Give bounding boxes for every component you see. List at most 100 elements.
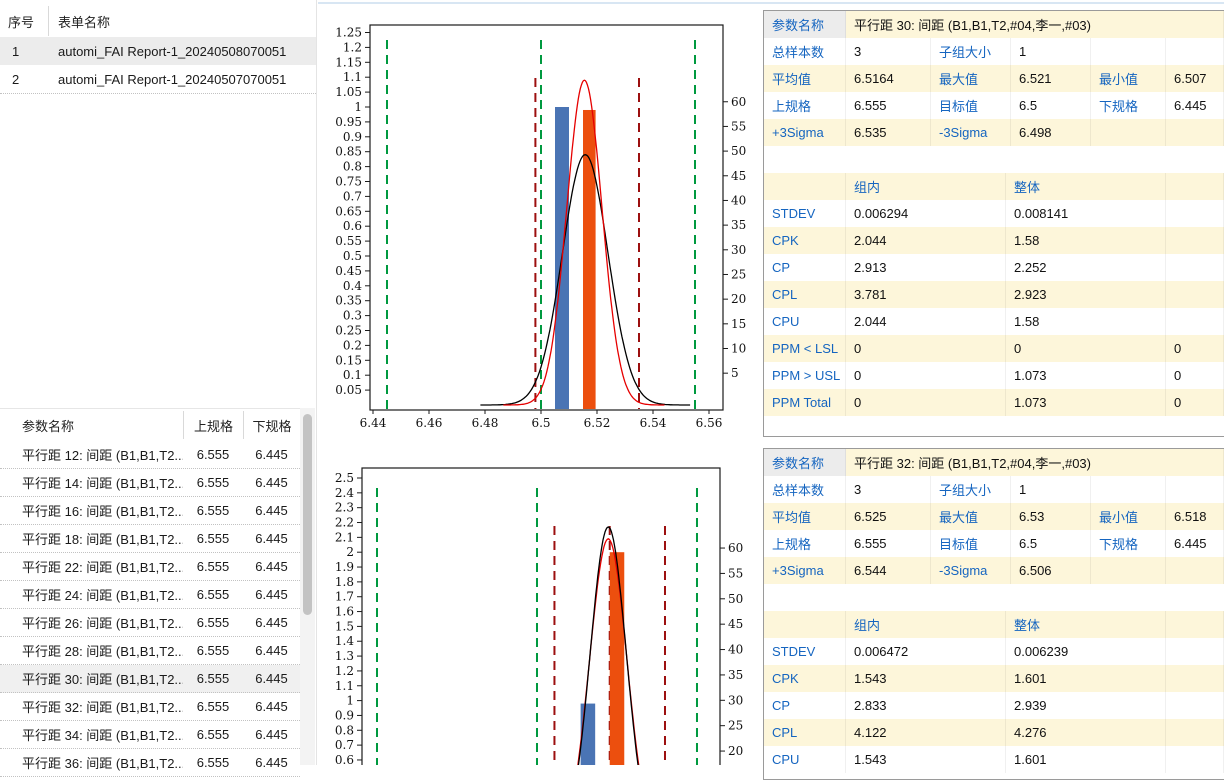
parameter-row-name: 平行距 12: 间距 (B1,B1,T2... xyxy=(22,448,183,463)
matrix-overall-value: 1.073 xyxy=(1006,362,1166,389)
panel-matrix-row: CPL 4.122 4.276 xyxy=(764,719,1224,746)
stat-value: 6.507 xyxy=(1166,65,1224,92)
svg-text:40: 40 xyxy=(728,643,743,657)
svg-text:1.3: 1.3 xyxy=(335,649,354,663)
parameter-row[interactable]: 平行距 14: 间距 (B1,B1,T2... 6.555 6.445 xyxy=(0,469,300,497)
stat-value: 6.445 xyxy=(1166,92,1224,119)
svg-text:15: 15 xyxy=(731,317,746,331)
panel-info-row: 上规格 6.555 目标值 6.5 下规格 6.445 xyxy=(764,530,1224,557)
stat-label xyxy=(1091,476,1166,503)
stat-label: 上规格 xyxy=(764,530,846,557)
matrix-within-value: 2.913 xyxy=(846,254,1006,281)
parameter-row[interactable]: 平行距 22: 间距 (B1,B1,T2... 6.555 6.445 xyxy=(0,553,300,581)
parameter-row[interactable]: 平行距 34: 间距 (B1,B1,T2... 6.555 6.445 xyxy=(0,721,300,749)
parameter-row[interactable]: 平行距 28: 间距 (B1,B1,T2... 6.555 6.445 xyxy=(0,637,300,665)
svg-text:6.54: 6.54 xyxy=(640,416,667,430)
parameter-row-lsl: 6.445 xyxy=(255,699,288,714)
parameter-row-usl: 6.555 xyxy=(196,671,230,686)
report-row[interactable]: 2 automi_FAI Report-1_20240507070051 xyxy=(0,65,316,94)
matrix-extra-value xyxy=(1166,254,1224,281)
report-row-name: automi_FAI Report-1_20240508070051 xyxy=(58,43,287,59)
svg-text:6.52: 6.52 xyxy=(584,416,611,430)
svg-text:0.55: 0.55 xyxy=(335,234,362,248)
parameter-row[interactable]: 平行距 18: 间距 (B1,B1,T2... 6.555 6.445 xyxy=(0,525,300,553)
stat-value: 6.5164 xyxy=(846,65,931,92)
stat-value: 3 xyxy=(846,476,931,503)
svg-text:60: 60 xyxy=(728,541,743,555)
parameter-row-name: 平行距 26: 间距 (B1,B1,T2... xyxy=(22,616,183,631)
matrix-within-value: 0 xyxy=(846,389,1006,416)
panel-matrix-row: CPK 2.044 1.58 xyxy=(764,227,1224,254)
stat-value: 6.521 xyxy=(1011,65,1091,92)
parameter-row[interactable]: 平行距 12: 间距 (B1,B1,T2... 6.555 6.445 xyxy=(0,441,300,469)
parameter-row-name: 平行距 22: 间距 (B1,B1,T2... xyxy=(22,560,183,575)
svg-text:0.8: 0.8 xyxy=(343,160,362,174)
matrix-row-label: CPK xyxy=(764,227,846,254)
svg-text:0.8: 0.8 xyxy=(335,723,354,737)
stat-label: 平均值 xyxy=(764,503,846,530)
parameter-row-lsl: 6.445 xyxy=(255,727,288,742)
scrollbar-track[interactable] xyxy=(300,408,315,765)
matrix-within-value: 3.781 xyxy=(846,281,1006,308)
svg-text:0.1: 0.1 xyxy=(343,368,362,382)
svg-text:2.5: 2.5 xyxy=(335,471,354,485)
panel-info-row: 平均值 6.525 最大值 6.53 最小值 6.518 xyxy=(764,503,1224,530)
parameter-row[interactable]: 平行距 24: 间距 (B1,B1,T2... 6.555 6.445 xyxy=(0,581,300,609)
matrix-overall-value: 2.939 xyxy=(1006,692,1166,719)
svg-text:0.5: 0.5 xyxy=(343,249,362,263)
svg-text:1.1: 1.1 xyxy=(335,679,354,693)
param-name-value: 平行距 30: 间距 (B1,B1,T2,#04,李一,#03) xyxy=(846,11,1224,38)
parameter-row[interactable]: 平行距 30: 间距 (B1,B1,T2... 6.555 6.445 xyxy=(0,665,300,693)
stat-value: 3 xyxy=(846,38,931,65)
stat-label: 总样本数 xyxy=(764,38,846,65)
param-name-label: 参数名称 xyxy=(764,11,846,38)
matrix-header-within: 组内 xyxy=(846,611,1006,638)
panel-matrix-row: PPM Total 0 1.073 0 xyxy=(764,389,1224,416)
parameter-row[interactable]: 平行距 26: 间距 (B1,B1,T2... 6.555 6.445 xyxy=(0,609,300,637)
parameter-row[interactable]: 平行距 32: 间距 (B1,B1,T2... 6.555 6.445 xyxy=(0,693,300,721)
svg-text:55: 55 xyxy=(731,119,746,133)
panel-info-row: 平均值 6.5164 最大值 6.521 最小值 6.507 xyxy=(764,65,1224,92)
param-col-lsl: 下规格 xyxy=(252,418,292,434)
scrollbar-thumb[interactable] xyxy=(303,414,312,615)
svg-text:1.15: 1.15 xyxy=(335,55,362,69)
stat-value xyxy=(1166,557,1224,584)
matrix-overall-value: 1.073 xyxy=(1006,389,1166,416)
matrix-header-blank xyxy=(764,173,846,200)
matrix-row-label: CPL xyxy=(764,719,846,746)
stat-value xyxy=(1166,38,1224,65)
svg-text:50: 50 xyxy=(731,144,746,158)
param-name-value: 平行距 32: 间距 (B1,B1,T2,#04,李一,#03) xyxy=(846,449,1224,476)
matrix-extra-value xyxy=(1166,719,1224,746)
parameter-row[interactable]: 平行距 36: 间距 (B1,B1,T2... 6.555 6.445 xyxy=(0,749,300,777)
matrix-within-value: 2.833 xyxy=(846,692,1006,719)
svg-text:10: 10 xyxy=(731,341,746,355)
report-row[interactable]: 1 automi_FAI Report-1_20240508070051 xyxy=(0,37,316,65)
parameter-row[interactable]: 平行距 16: 间距 (B1,B1,T2... 6.555 6.445 xyxy=(0,497,300,525)
stat-value: 6.498 xyxy=(1011,119,1091,146)
parameter-row-lsl: 6.445 xyxy=(255,643,288,658)
svg-text:1.2: 1.2 xyxy=(335,664,354,678)
parameter-row-lsl: 6.445 xyxy=(255,447,288,462)
parameter-row-usl: 6.555 xyxy=(196,727,230,742)
histogram-chart-2: 0.60.70.80.911.11.21.31.41.51.61.71.81.9… xyxy=(335,467,743,765)
stat-value: 6.445 xyxy=(1166,530,1224,557)
parameter-row-usl: 6.555 xyxy=(196,503,230,518)
parameter-row-lsl: 6.445 xyxy=(255,615,288,630)
svg-text:45: 45 xyxy=(728,617,743,631)
panel-info-row: 总样本数 3 子组大小 1 xyxy=(764,38,1224,65)
matrix-header-blank xyxy=(1166,611,1224,638)
matrix-header-within: 组内 xyxy=(846,173,1006,200)
matrix-extra-value xyxy=(1166,308,1224,335)
param-col-name: 参数名称 xyxy=(22,418,75,434)
stat-value: 6.5 xyxy=(1011,530,1091,557)
matrix-extra-value: 0 xyxy=(1166,362,1224,389)
stat-value: 6.555 xyxy=(846,92,931,119)
matrix-extra-value xyxy=(1166,665,1224,692)
panel-matrix-row: CPU 1.543 1.601 xyxy=(764,746,1224,773)
matrix-overall-value: 4.276 xyxy=(1006,719,1166,746)
matrix-extra-value xyxy=(1166,281,1224,308)
matrix-extra-value: 0 xyxy=(1166,389,1224,416)
matrix-extra-value xyxy=(1166,227,1224,254)
svg-text:0.25: 0.25 xyxy=(335,324,362,338)
